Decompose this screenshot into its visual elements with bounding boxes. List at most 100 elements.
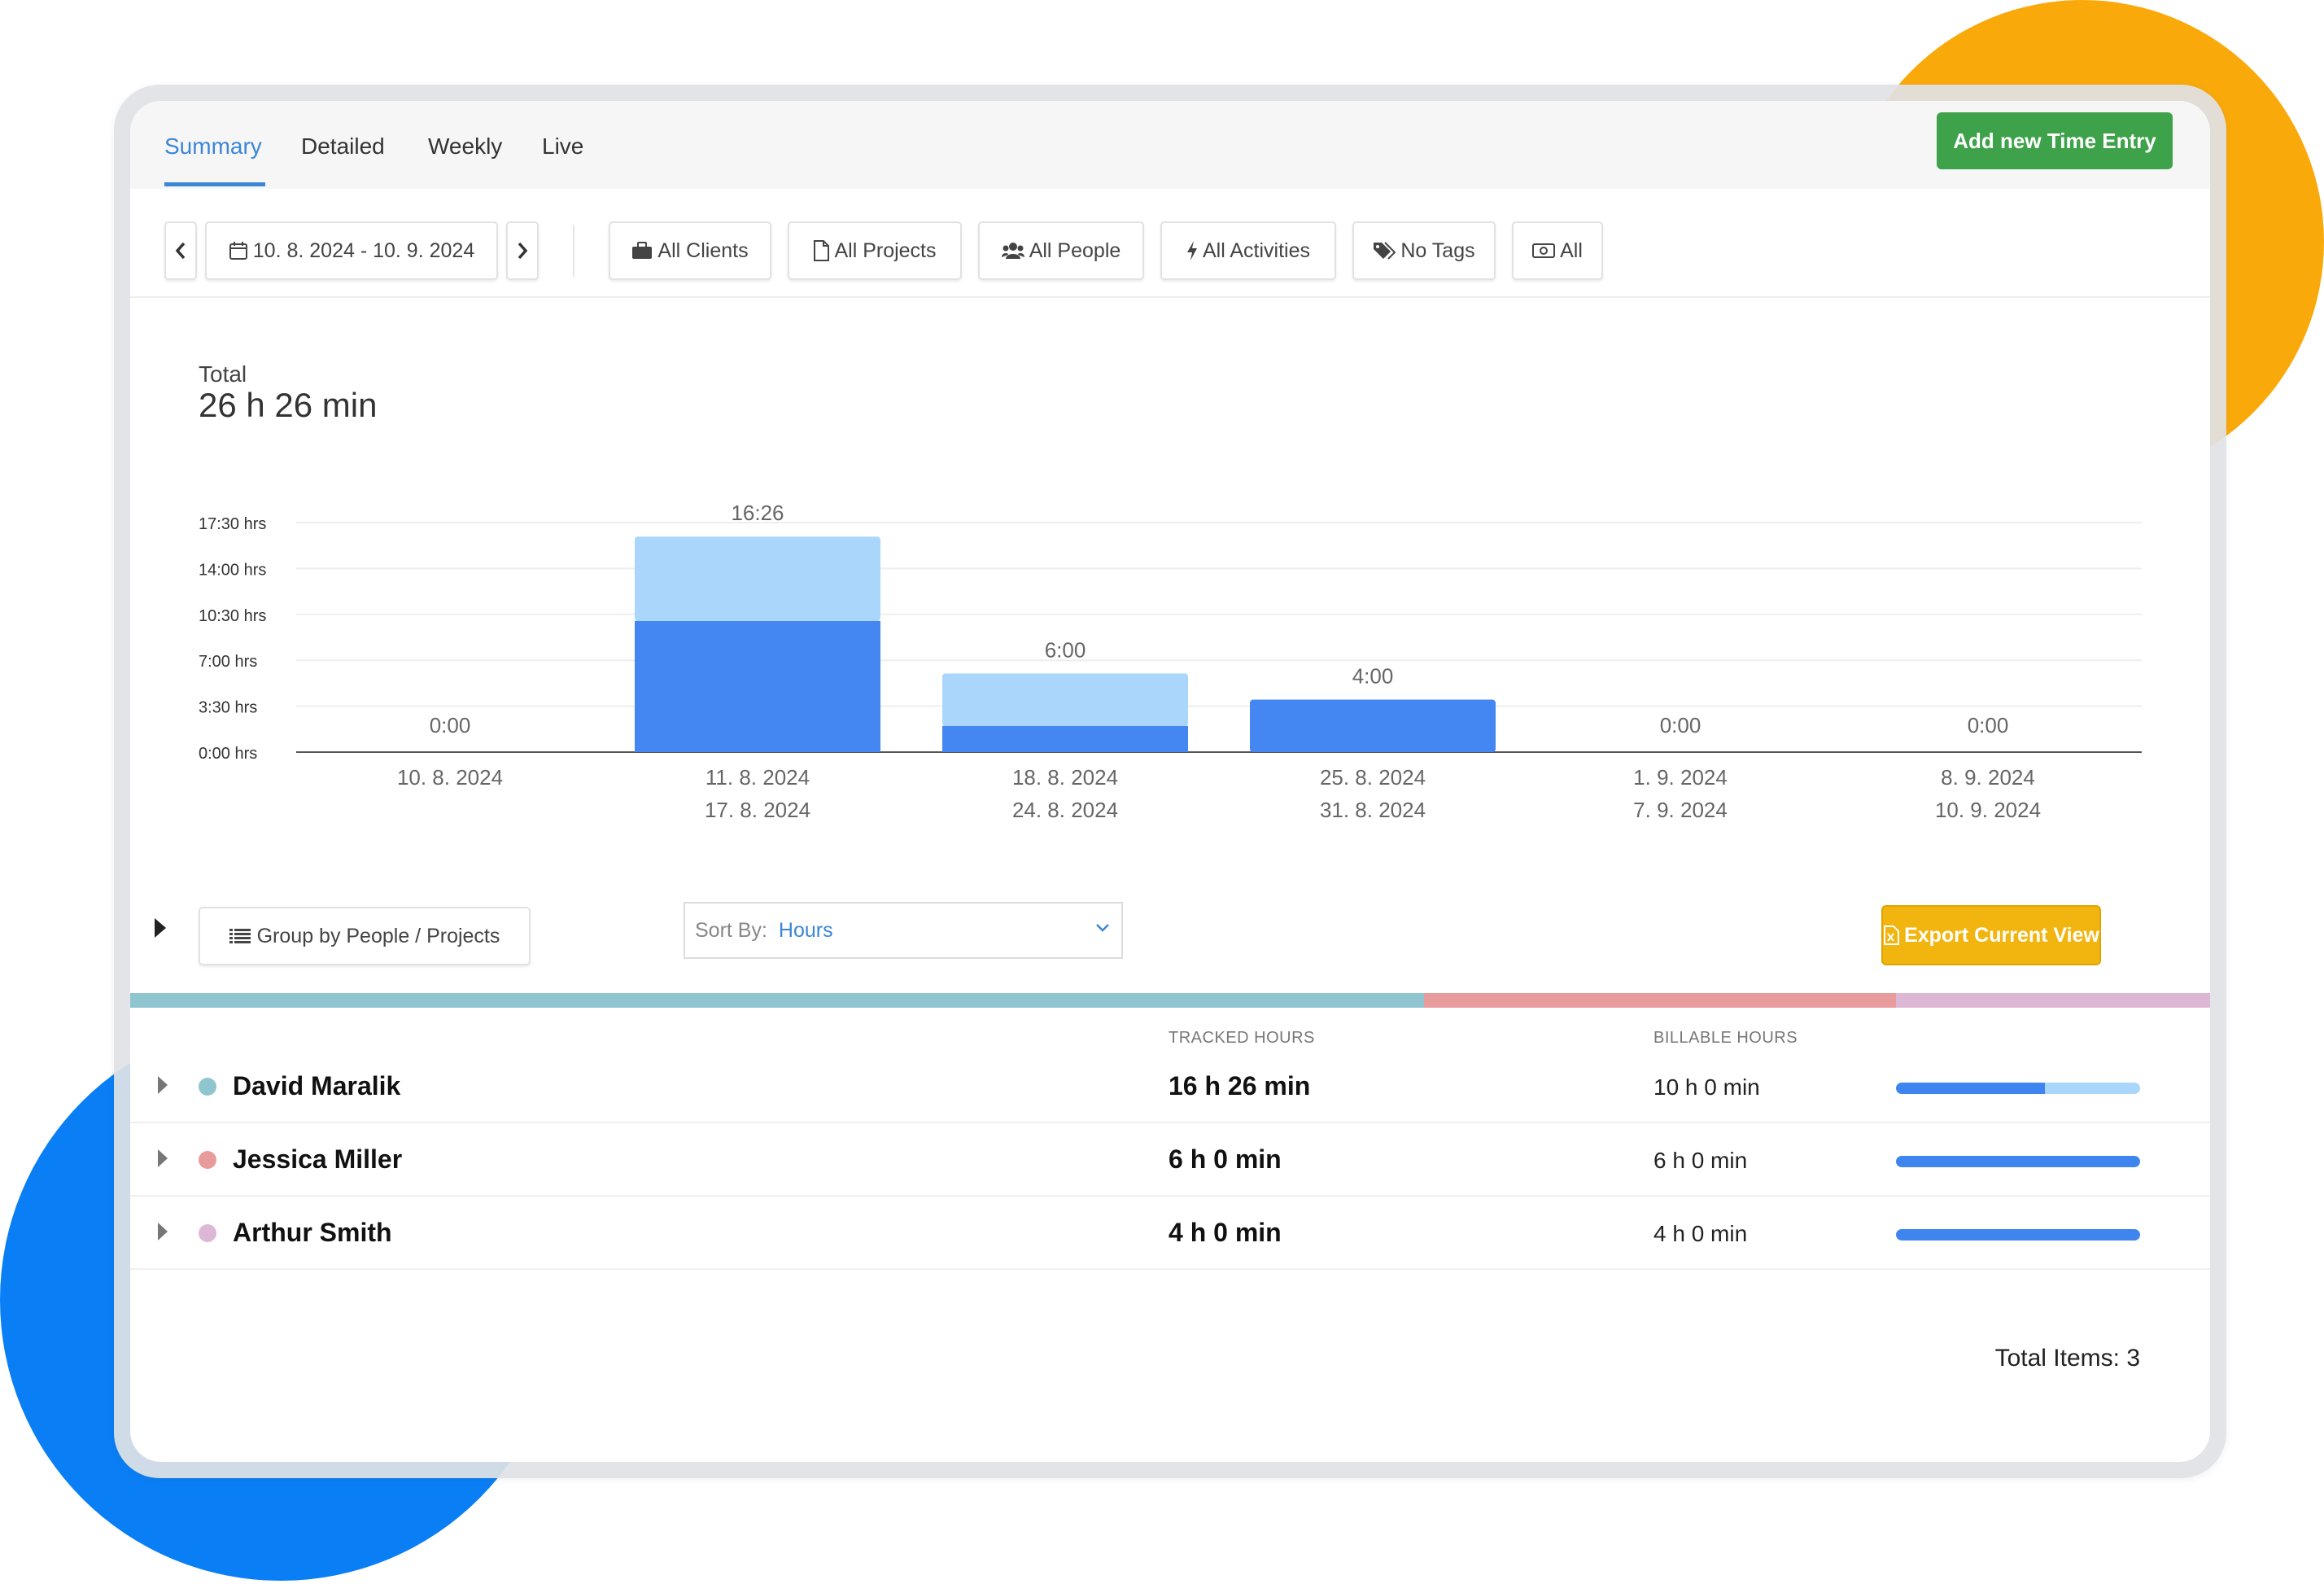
x-tick-label: 11. 8. 2024 [706,765,810,790]
tracked-hours-value: 16 h 26 min [1169,1071,1311,1100]
billable-filter[interactable]: All [1512,221,1603,280]
billable-hours-value: 4 h 0 min [1653,1221,1748,1246]
list-icon [229,929,251,943]
chevron-right-icon [518,242,528,260]
person-name: David Maralik [233,1071,401,1100]
y-tick-label: 0:00 hrs [199,745,257,763]
tab-live[interactable]: Live [542,133,584,159]
billable-hours-value: 10 h 0 min [1653,1074,1760,1100]
person-color-dot [199,1224,216,1242]
date-range-picker[interactable]: 10. 8. 2024 - 10. 9. 2024 [205,221,498,280]
hours-bar-chart: 0:00 hrs 3:30 hrs 7:00 hrs 10:30 hrs 14:00 h… [199,501,2142,822]
bar-data-label: 16:26 [731,501,784,525]
activities-filter[interactable]: All Activities [1160,221,1336,280]
x-tick-label: 10. 8. 2024 [397,765,503,790]
row-expand-toggle[interactable] [158,1076,168,1094]
x-tick-label: 7. 9. 2024 [1633,798,1728,822]
bar-data-label: 6:00 [1045,637,1086,662]
people-icon [1001,243,1024,259]
chevron-down-icon [1096,924,1109,932]
y-tick-label: 3:30 hrs [199,699,257,717]
tab-weekly[interactable]: Weekly [428,133,503,159]
bolt-icon [1187,241,1197,260]
person-color-dot [199,1078,216,1096]
clients-filter-label: All Clients [657,238,749,262]
tags-filter-label: No Tags [1400,238,1475,262]
x-tick-label: 1. 9. 2024 [1633,765,1728,790]
group-by-button[interactable]: Group by People / Projects [199,907,531,965]
prev-period-button[interactable] [164,221,197,280]
excel-file-icon [1884,925,1900,945]
export-current-view-button[interactable]: Export Current View [1881,905,2101,965]
top-tabs-bar: Summary Detailed Weekly Live Add new Tim… [130,101,2210,189]
y-tick-label: 10:30 hrs [199,607,266,625]
tracked-hours-value: 6 h 0 min [1169,1144,1282,1174]
calendar-icon [229,242,247,260]
add-time-entry-button[interactable]: Add new Time Entry [1937,112,2173,169]
billable-progress-bar [1896,1229,2140,1241]
x-tick-label: 17. 8. 2024 [705,798,810,822]
chart-bar-segment [942,673,1188,726]
tags-filter[interactable]: No Tags [1352,221,1496,280]
tab-summary[interactable]: Summary [164,133,262,159]
billable-progress-bar [1896,1083,2140,1094]
app-window: Summary Detailed Weekly Live Add new Tim… [130,101,2210,1462]
chart-bar-segment [1250,699,1496,752]
next-period-button[interactable] [506,221,539,280]
table-row[interactable]: Jessica Miller 6 h 0 min 6 h 0 min [130,1123,2210,1197]
sort-by-label: Sort By: [695,918,767,942]
money-icon [1532,243,1556,258]
export-label: Export Current View [1904,923,2099,947]
x-tick-label: 10. 9. 2024 [1935,798,2041,822]
group-by-label: Group by People / Projects [256,924,500,947]
person-name: Jessica Miller [233,1144,403,1174]
expand-all-toggle[interactable] [155,918,166,938]
sort-by-value: Hours [778,918,833,942]
total-value: 26 h 26 min [199,386,378,424]
y-tick-label: 14:00 hrs [199,561,266,579]
billable-hours-header: BILLABLE HOURS [1653,1029,1798,1047]
file-icon [814,240,830,261]
filter-bar [130,189,2210,298]
total-label: Total [199,361,247,387]
projects-filter-label: All Projects [834,238,937,262]
activities-filter-label: All Activities [1203,238,1310,262]
distribution-segment [1424,993,1896,1008]
billable-hours-value: 6 h 0 min [1653,1148,1748,1173]
billable-filter-label: All [1560,238,1583,262]
person-color-dot [199,1151,216,1169]
y-tick-label: 7:00 hrs [199,653,257,671]
table-row[interactable]: David Maralik 16 h 26 min 10 h 0 min [130,1050,2210,1123]
x-tick-label: 8. 9. 2024 [1941,765,2035,790]
tab-detailed[interactable]: Detailed [301,133,385,159]
distribution-segment [1896,993,2210,1008]
briefcase-icon [632,242,653,259]
tracked-hours-header: TRACKED HOURS [1169,1029,1315,1047]
sort-by-select[interactable]: Sort By: Hours [684,902,1123,959]
table-row[interactable]: Arthur Smith 4 h 0 min 4 h 0 min [130,1197,2210,1270]
chevron-left-icon [175,242,186,260]
billable-progress-fill [1896,1156,2140,1167]
tags-icon [1374,242,1396,260]
billable-progress-fill [1896,1083,2045,1094]
active-tab-indicator [164,182,265,186]
tracked-hours-value: 4 h 0 min [1169,1218,1282,1247]
chart-bar-segment [635,620,880,752]
total-items-count: Total Items: 3 [1994,1345,2140,1372]
people-filter-label: All People [1029,238,1121,262]
bar-data-label: 4:00 [1352,664,1394,689]
people-filter[interactable]: All People [978,221,1144,280]
y-tick-label: 17:30 hrs [199,515,266,533]
projects-filter[interactable]: All Projects [788,221,962,280]
row-expand-toggle[interactable] [158,1223,168,1241]
bar-data-label: 0:00 [1968,713,2009,737]
bar-data-label: 0:00 [430,713,471,737]
x-tick-label: 18. 8. 2024 [1012,765,1118,790]
row-expand-toggle[interactable] [158,1149,168,1167]
x-tick-label: 24. 8. 2024 [1012,798,1118,822]
person-name: Arthur Smith [233,1218,392,1247]
x-tick-label: 31. 8. 2024 [1320,798,1426,822]
bar-data-label: 0:00 [1660,713,1702,737]
clients-filter[interactable]: All Clients [609,221,771,280]
distribution-segment [130,993,1424,1008]
